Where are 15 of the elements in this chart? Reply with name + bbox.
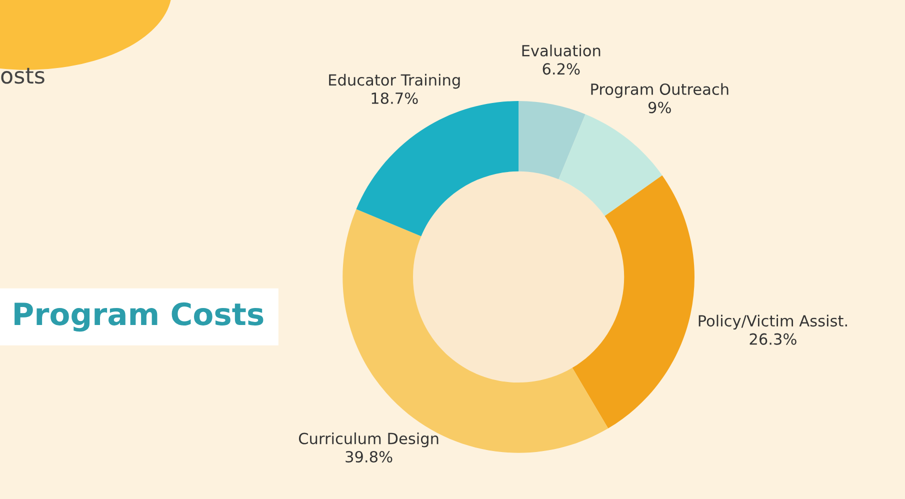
text: Program Costs [14,302,264,332]
slice-label: Educator Training [329,74,460,89]
data-label: 6.2% [542,63,580,75]
text: osts [1,68,44,84]
slice-label: Program Outreach [591,83,728,98]
data-label: 18.7% [372,92,418,104]
slice-label: Policy/Victim Assist. [698,314,847,330]
data-label: 39.8% [346,450,392,463]
slice-label: Evaluation [522,44,600,56]
donut-slice [518,101,586,180]
data-label: 9% [648,102,671,114]
donut-slice [558,114,662,216]
slice-label: Curriculum Design [298,432,438,448]
donut-slice [572,175,694,428]
data-label: 26.3% [750,333,796,345]
